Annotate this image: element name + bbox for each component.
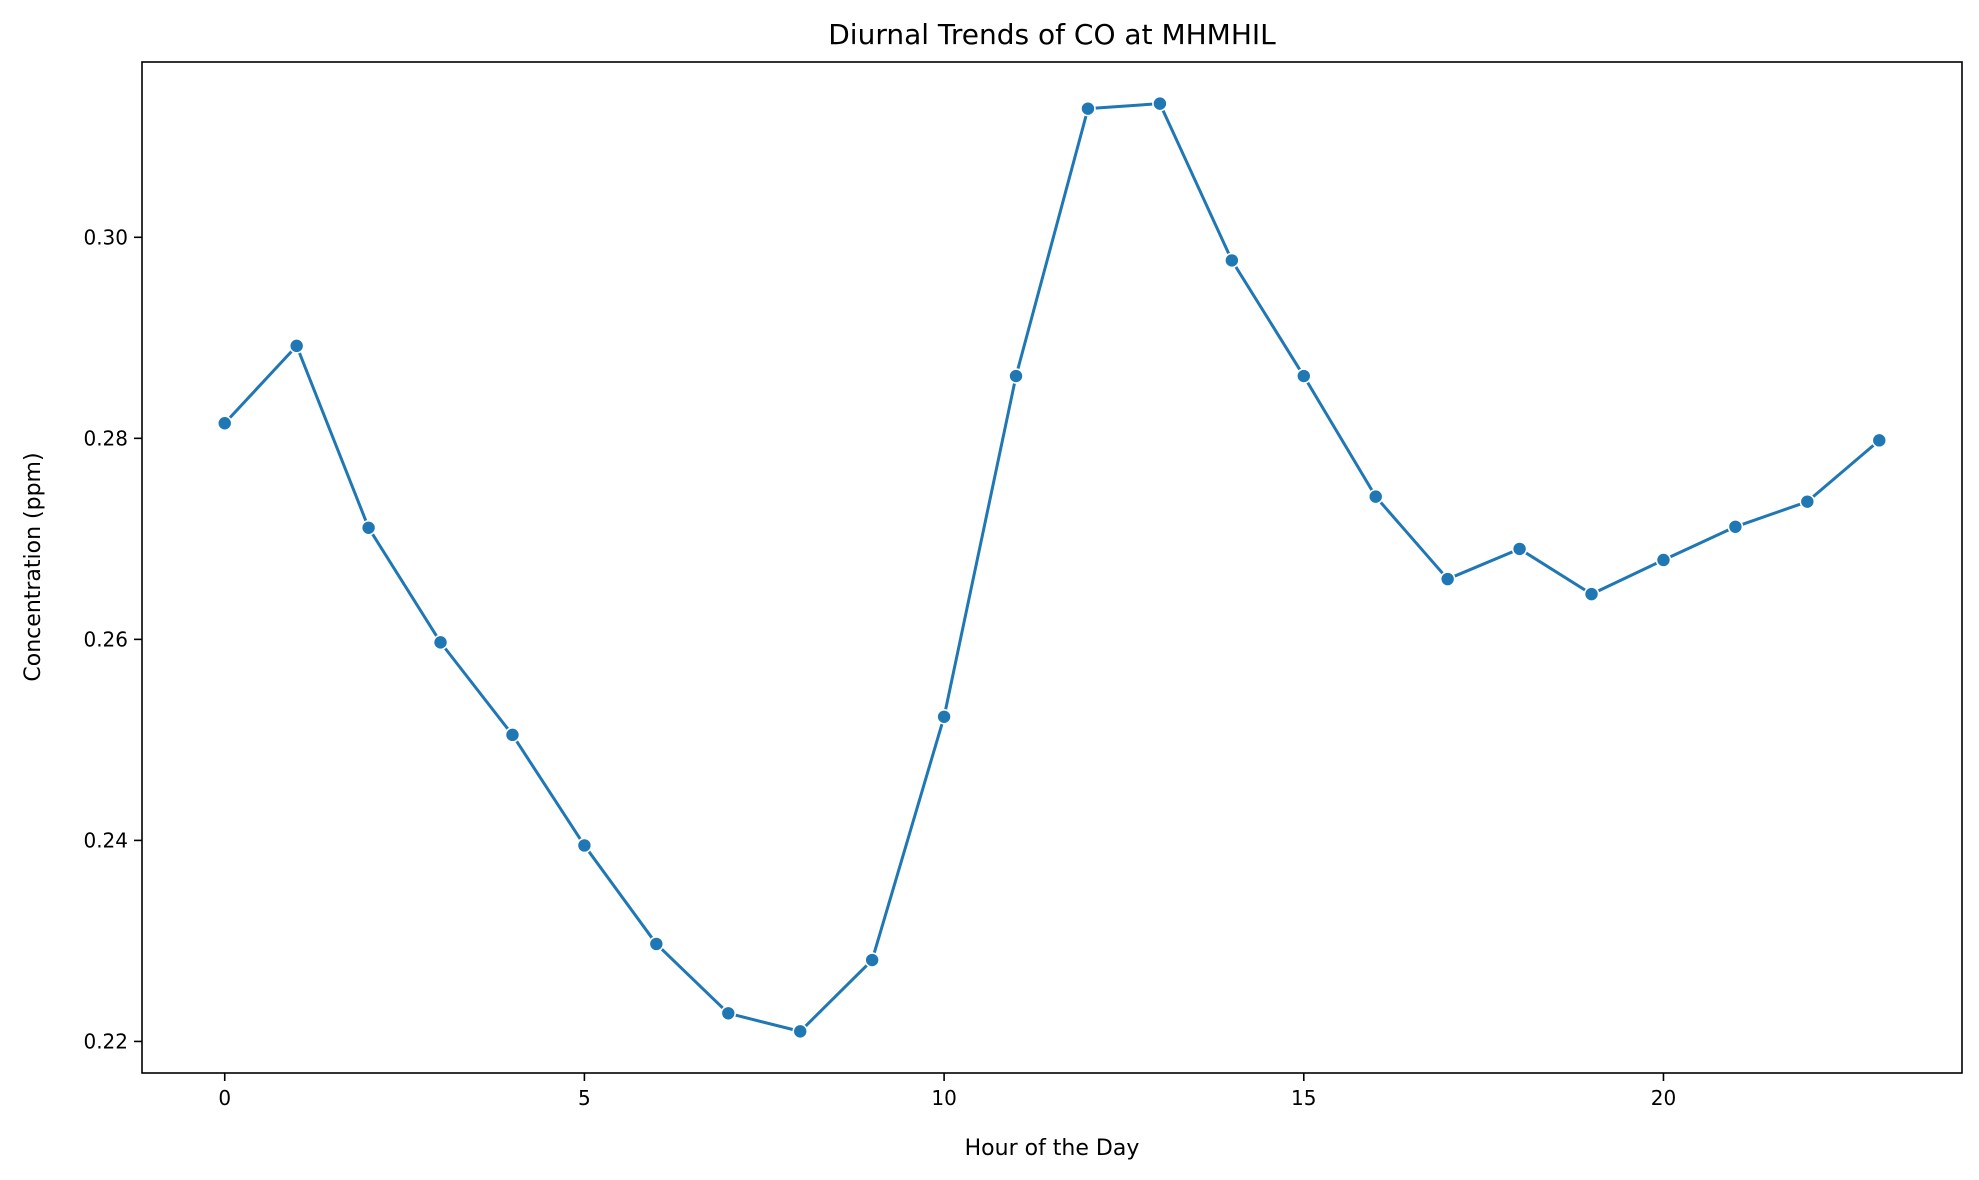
x-tick-label: 15 — [1291, 1086, 1316, 1110]
data-point — [1511, 541, 1528, 557]
data-point — [1008, 368, 1024, 384]
x-tick-label: 20 — [1651, 1086, 1676, 1110]
x-tick-label: 10 — [931, 1086, 956, 1110]
data-point — [1152, 95, 1168, 112]
y-tick-label: 0.28 — [83, 426, 128, 450]
data-point — [288, 338, 305, 354]
data-point — [1080, 100, 1096, 117]
series-layer — [216, 95, 1888, 1040]
data-point — [1224, 252, 1240, 269]
data-point — [1655, 552, 1672, 568]
data-point — [1439, 571, 1456, 587]
x-tick-label: 0 — [218, 1086, 231, 1110]
x-axis-title: Hour of the Day — [965, 1136, 1140, 1161]
data-point — [504, 727, 521, 743]
data-point — [1295, 368, 1312, 384]
y-tick-label: 0.22 — [83, 1029, 128, 1053]
data-point — [1799, 493, 1816, 510]
data-point — [1727, 518, 1744, 535]
data-point — [216, 415, 233, 432]
data-point — [864, 952, 880, 968]
data-point — [1583, 586, 1600, 602]
data-point — [1871, 432, 1888, 449]
series-line — [223, 102, 1881, 1033]
y-tick-label: 0.30 — [83, 225, 128, 249]
y-axis: 0.22 0.24 0.26 0.28 0.30 — [83, 225, 142, 1053]
data-point — [360, 519, 377, 536]
data-point — [936, 708, 952, 725]
chart-title: Diurnal Trends of CO at MHMHIL — [828, 18, 1276, 51]
plot-area-frame — [141, 61, 1963, 1074]
y-tick-label: 0.24 — [83, 828, 128, 852]
x-axis: 0 5 10 15 20 — [218, 1073, 1676, 1110]
data-point — [648, 936, 665, 952]
data-point — [1367, 488, 1384, 505]
data-point — [792, 1023, 809, 1040]
y-tick-label: 0.26 — [83, 627, 128, 651]
data-point — [720, 1005, 737, 1022]
data-point — [432, 634, 449, 651]
data-point — [576, 837, 593, 854]
y-axis-title: Concentration (ppm) — [21, 452, 46, 681]
x-tick-label: 5 — [578, 1086, 591, 1110]
